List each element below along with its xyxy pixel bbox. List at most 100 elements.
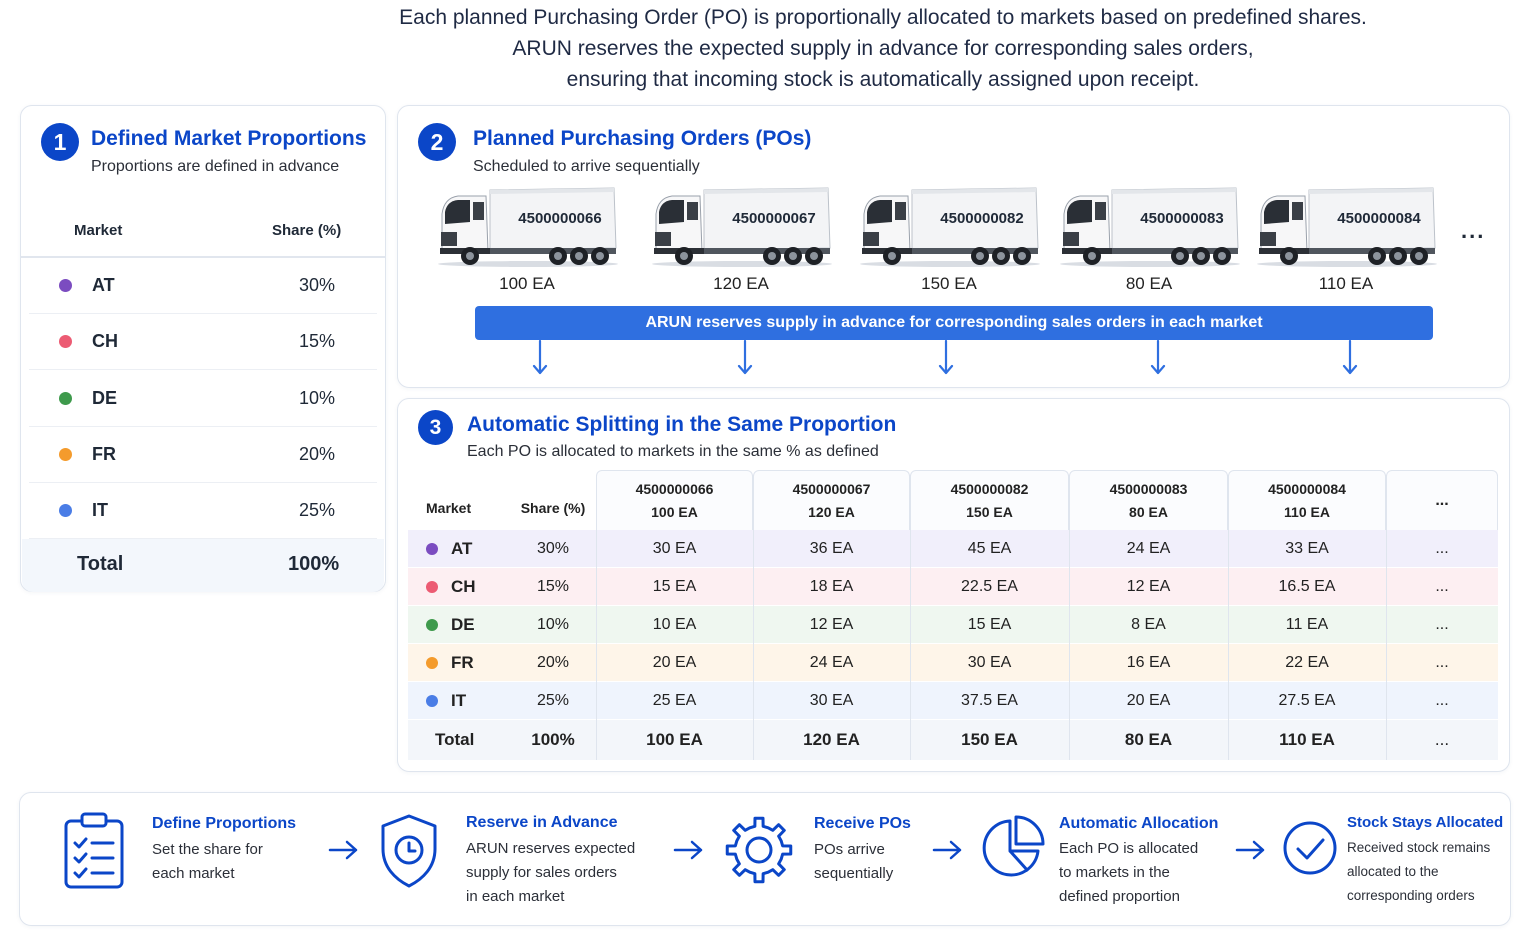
allocation-cell: 36 EA [809, 539, 854, 557]
allocation-total-row: Total 100% 100 EA 120 EA 150 EA 80 EA 110 EA..… [408, 720, 1498, 760]
allocation-cell: 45 EA [967, 539, 1012, 557]
truck-po-number: 4500000066 [518, 210, 601, 227]
po-number: 4500000066 [635, 480, 714, 497]
intro-text: Each planned Purchasing Order (PO) is pr… [300, 2, 1466, 95]
truck-quantity: 150 EA [921, 274, 977, 293]
planned-pos-title: Planned Purchasing Orders (POs) [473, 127, 812, 150]
allocation-table: 4500000066 100 EA 4500000067 120 EA 45000000… [408, 470, 1498, 760]
market-proportions-title: Defined Market Proportions [91, 127, 367, 150]
proportion-row-at: AT 30% [29, 258, 377, 314]
total-label: Total [77, 553, 124, 575]
allocation-cell: 16.5 EA [1278, 577, 1336, 595]
desc-line: Each PO is allocated [1059, 840, 1199, 857]
allocation-row-fr: FR 20% 20 EA 24 EA 30 EA 16 EA 22 EA... [408, 644, 1498, 682]
intro-line-2: ARUN reserves the expected supply in adv… [512, 37, 1254, 60]
po-column-header: 4500000067 120 EA [753, 470, 910, 530]
market-label: AT [92, 275, 115, 295]
proportion-row-it: IT 25% [29, 483, 377, 539]
allocation-cell: 11 EA [1285, 615, 1329, 633]
share-cell: 20% [536, 653, 570, 671]
process-flow-card: Define Proportions Set the share for eac… [19, 792, 1511, 926]
arrow-right-icon [932, 840, 962, 860]
truck-po-number: 4500000082 [940, 210, 1023, 227]
allocation-cell: 16 EA [1126, 653, 1171, 671]
truck-quantity: 100 EA [499, 274, 555, 293]
allocation-cell: 22.5 EA [961, 577, 1018, 595]
market-dot-fr [59, 448, 72, 461]
allocation-cell: 24 EA [1126, 539, 1171, 557]
market-cell: IT [426, 682, 466, 719]
process-desc-1: Set the share for each market [152, 838, 263, 886]
market-label: CH [92, 331, 118, 351]
header-divider [21, 256, 385, 258]
market-cell: CH [426, 568, 476, 605]
market-label: AT [451, 538, 473, 558]
intro-line-3: ensuring that incoming stock is automati… [566, 68, 1200, 91]
arrow-down-icon [1342, 340, 1358, 375]
column-divider [1386, 530, 1387, 760]
allocation-cell: 12 EA [809, 615, 854, 633]
total-value: 100% [288, 553, 340, 575]
po-header-text: 4500000084 110 EA [1229, 471, 1385, 530]
po-number: 4500000082 [950, 480, 1029, 497]
allocation-cell: 10 EA [652, 615, 697, 633]
share-cell: 100% [531, 730, 575, 749]
allocation-cell: 15 EA [652, 577, 697, 595]
planned-pos-subtitle: Scheduled to arrive sequentially [473, 158, 700, 175]
market-dot-ch [426, 580, 438, 593]
desc-line: sequentially [814, 865, 894, 882]
planned-pos-card: 2 Planned Purchasing Orders (POs) Schedu… [397, 105, 1510, 388]
po-number: 4500000067 [792, 480, 871, 497]
arrow-right-icon [1235, 840, 1265, 860]
po-header-text: 4500000082 150 EA [911, 471, 1068, 530]
po-column-header: 4500000066 100 EA [596, 470, 753, 530]
po-column-header: 4500000082 150 EA [910, 470, 1069, 530]
allocation-row-it: IT 25% 25 EA 30 EA 37.5 EA 20 EA 27.5 EA... [408, 682, 1498, 720]
desc-line: ARUN reserves expected [466, 840, 636, 857]
allocation-cell: 37.5 EA [961, 691, 1018, 709]
process-desc-4: Each PO is allocated to markets in the d… [1059, 837, 1198, 909]
desc-line: corresponding orders [1347, 888, 1475, 903]
arrow-down-icon [737, 340, 753, 375]
share-cell: 25% [536, 691, 570, 709]
po-quantity: 80 EA [1129, 503, 1168, 520]
process-desc-5: Received stock remains allocated to the … [1347, 836, 1490, 908]
check-circle-icon [1283, 821, 1337, 875]
desc-line: allocated to the [1347, 864, 1439, 879]
column-divider [1069, 530, 1070, 760]
allocation-row-ch: CH 15% 15 EA 18 EA 22.5 EA 12 EA 16.5 EA... [408, 568, 1498, 606]
arrow-down-icon [532, 340, 548, 375]
market-dot-ch [59, 335, 72, 348]
more-values-indicator: ... [1435, 691, 1449, 709]
arrow-down-icon [938, 340, 954, 375]
share-value: 15% [299, 331, 336, 351]
column-header-market: Market [426, 500, 472, 516]
desc-line: to markets in the [1059, 864, 1170, 881]
allocation-row-de: DE 10% 10 EA 12 EA 15 EA 8 EA 11 EA... [408, 606, 1498, 644]
more-values-indicator: ... [1435, 577, 1449, 595]
truck-icon: 4500000083 [1060, 187, 1240, 267]
reserve-supply-banner: ARUN reserves supply in advance for corr… [475, 306, 1433, 340]
process-title-3: Receive POs [814, 815, 911, 832]
column-header-market: Market [74, 222, 123, 239]
process-desc-2: ARUN reserves expected supply for sales … [466, 837, 635, 909]
more-values-indicator: ... [1435, 653, 1449, 671]
market-dot-fr [426, 656, 438, 669]
splitting-title: Automatic Splitting in the Same Proporti… [467, 413, 897, 436]
po-column-header: 4500000084 110 EA [1228, 470, 1386, 530]
column-header-share: Share (%) [520, 500, 586, 516]
truck-quantity: 120 EA [713, 274, 769, 293]
truck-icon: 4500000066 [438, 187, 618, 267]
proportion-row-fr: FR 20% [29, 427, 377, 483]
po-column-header: 4500000083 80 EA [1069, 470, 1228, 530]
po-column-header: ... [1386, 470, 1498, 530]
market-label: DE [92, 388, 118, 408]
allocation-cell: 25 EA [652, 691, 697, 709]
automatic-splitting-card: 3 Automatic Splitting in the Same Propor… [397, 398, 1510, 772]
truck-po-number: 4500000084 [1337, 210, 1421, 227]
gear-icon [725, 816, 793, 884]
intro-line-1: Each planned Purchasing Order (PO) is pr… [399, 6, 1367, 29]
market-label: IT [92, 500, 108, 520]
desc-line: Received stock remains [1347, 840, 1491, 855]
market-dot-at [59, 279, 72, 292]
